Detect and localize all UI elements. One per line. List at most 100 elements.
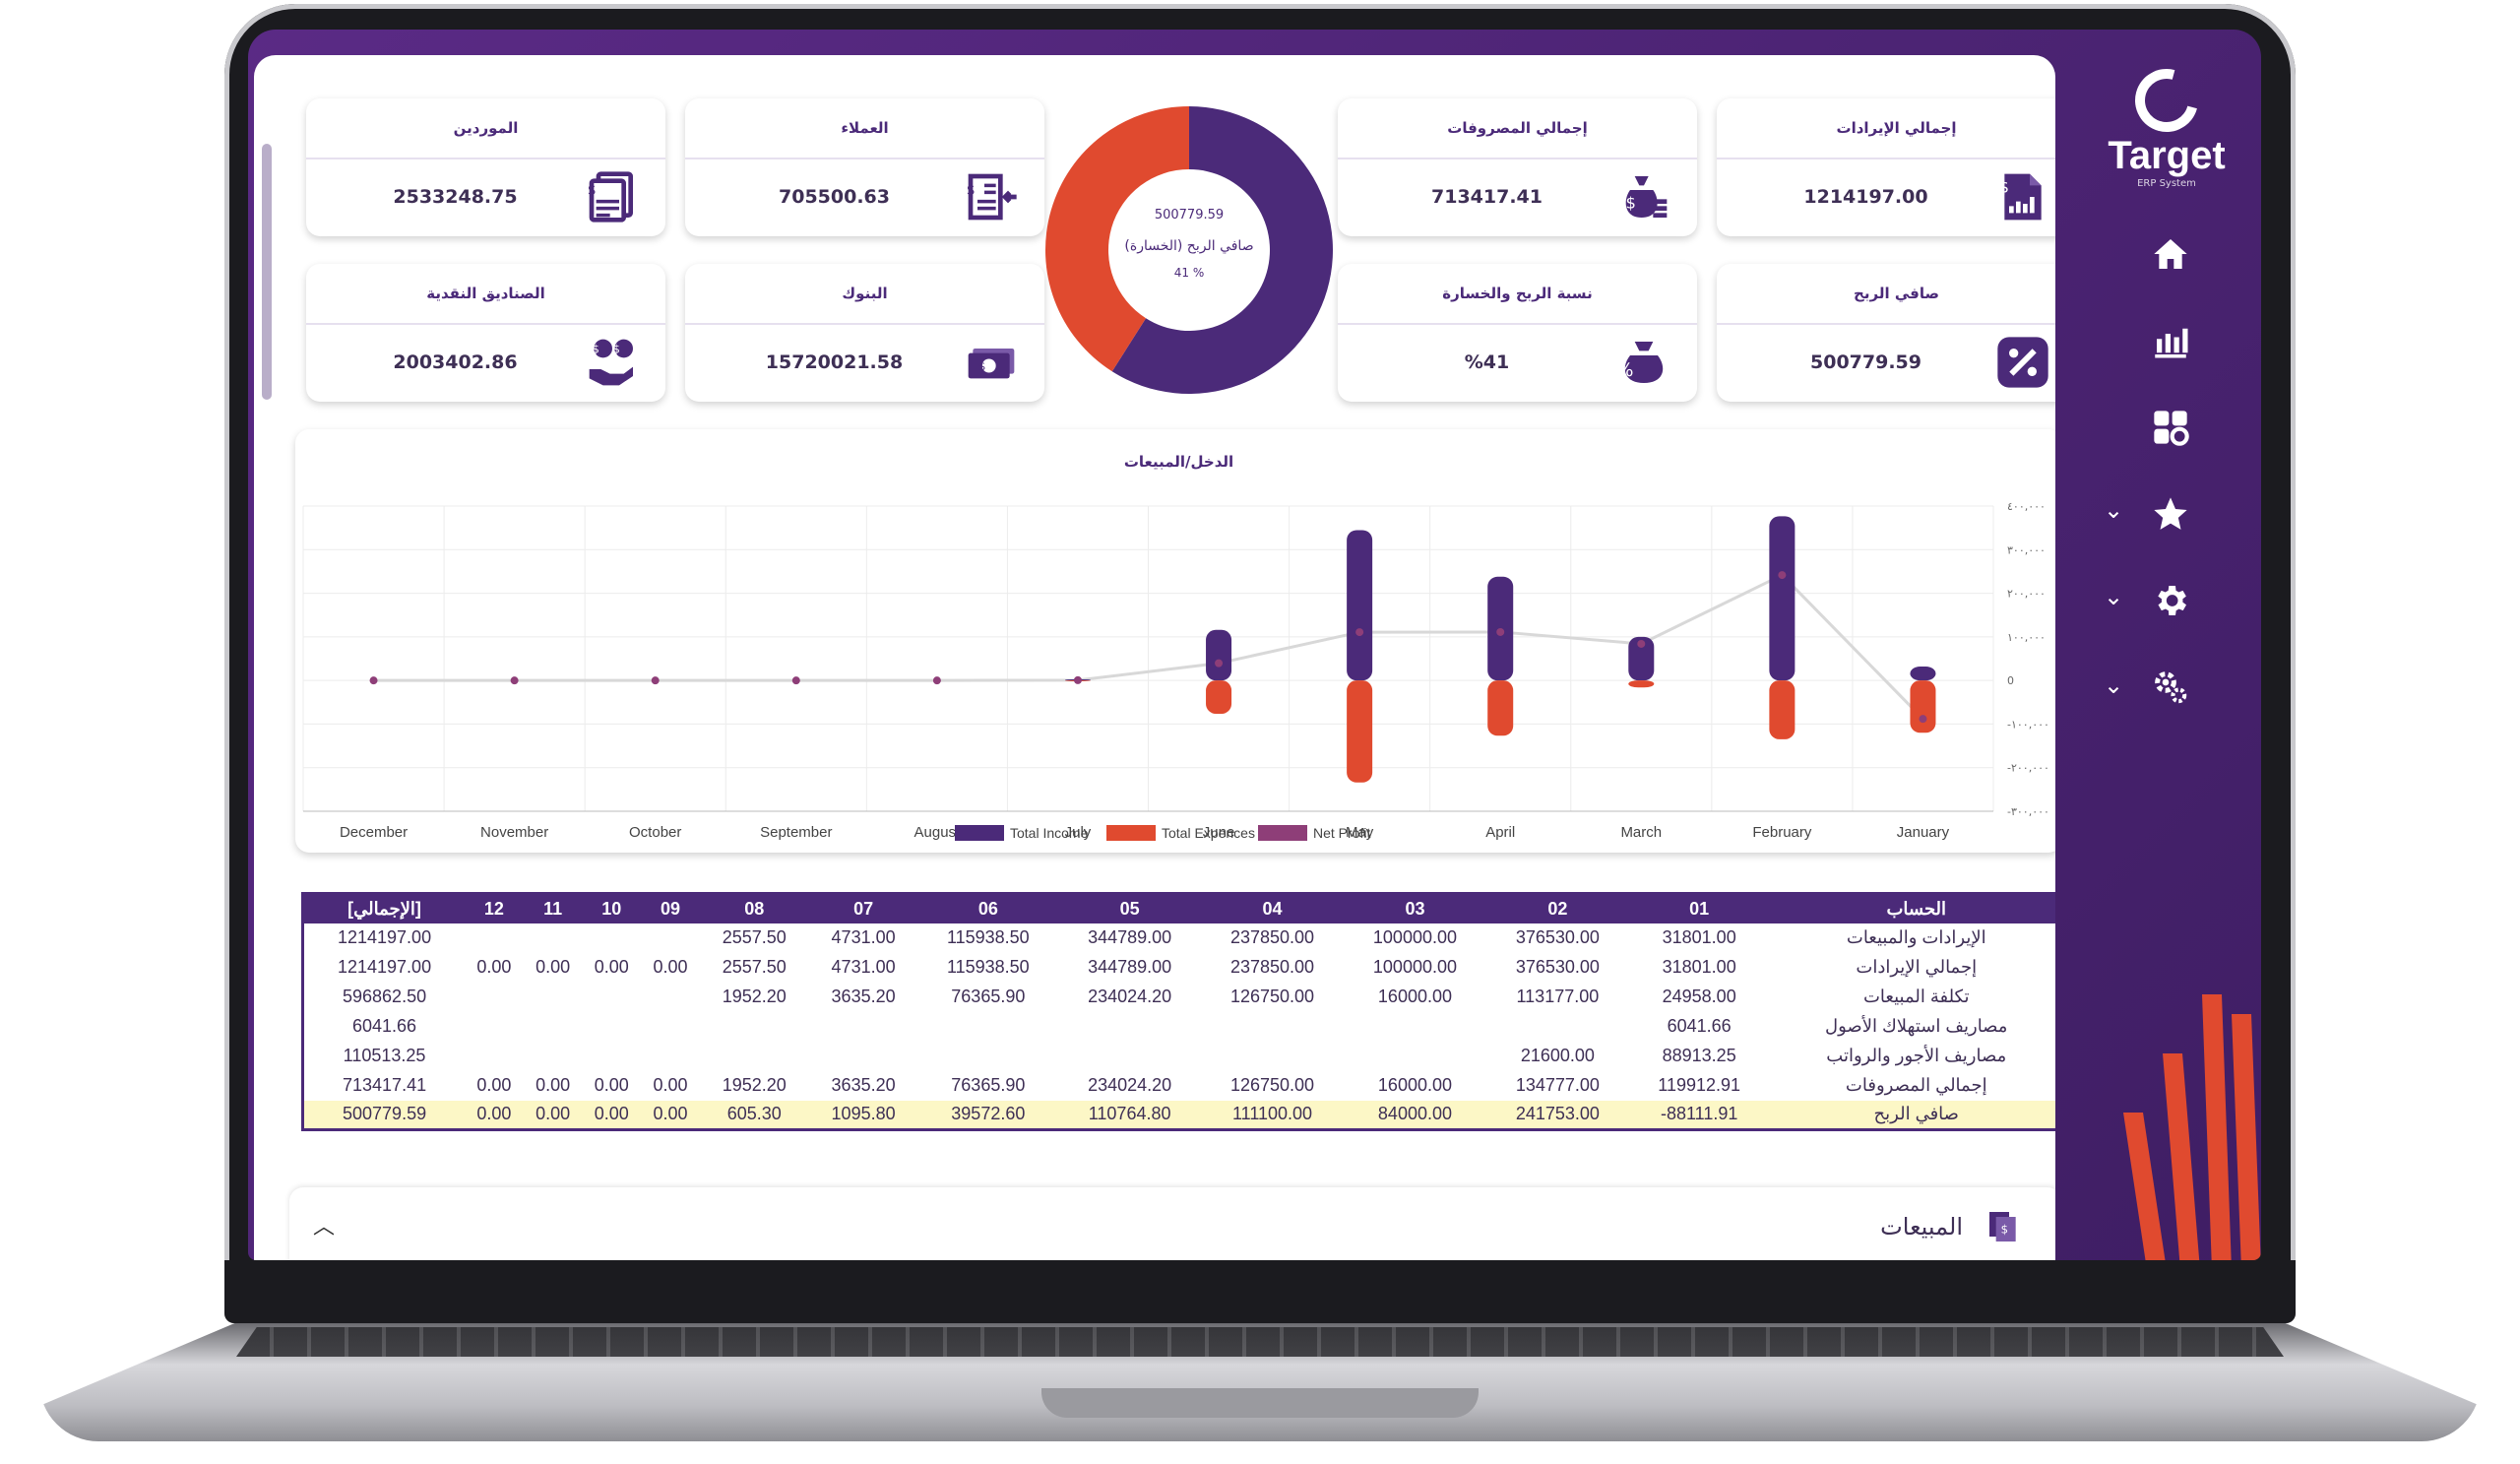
donut-label: صافي الربح (الخسارة)	[1124, 238, 1254, 254]
table-header-cell: 04	[1201, 893, 1344, 923]
net-profit-line	[373, 573, 1924, 721]
card-title: صافي الربح	[1717, 264, 2055, 325]
card-profit-ratio[interactable]: نسبة الربح والخسارة % %41	[1338, 264, 1697, 402]
amount-cell: 4731.00	[831, 927, 896, 947]
legend-label: Total Expences	[1162, 825, 1255, 841]
amount-cell: 605.30	[699, 1100, 809, 1130]
card-suppliers[interactable]: الموردين $ 2533248.75	[306, 98, 665, 236]
amount-cell	[582, 923, 641, 953]
amount-cell: 110764.80	[1058, 1100, 1202, 1130]
amount-cell: 0.00	[476, 1075, 512, 1095]
card-customers[interactable]: العملاء $ 705500.63	[685, 98, 1044, 236]
y-tick-label: -٢٠٠,٠٠٠	[2007, 762, 2049, 775]
table-row[interactable]: إجمالي الإيرادات 31801.00 376530.00 100000.…	[303, 953, 2056, 983]
star-icon[interactable]	[2143, 486, 2198, 541]
amount-cell	[582, 1012, 641, 1042]
favorites-chevron-icon[interactable]: ⌄	[2104, 496, 2124, 524]
settings-chevron-icon[interactable]: ⌄	[2104, 583, 2124, 610]
table-row[interactable]: إجمالي المصروفات 119912.91 134777.00 16000.…	[303, 1071, 2056, 1101]
amount-cell	[700, 1042, 809, 1071]
collapse-chevron-icon[interactable]: ︿	[313, 1215, 336, 1240]
table-row[interactable]: الإيرادات والمبيعات 31801.00 376530.00 1000…	[303, 923, 2056, 953]
x-tick-label: July	[1065, 824, 1092, 841]
table-header-cell: 08	[699, 893, 809, 923]
amount-cell: 500779.59	[302, 1100, 466, 1130]
profit-donut-chart[interactable]	[1041, 102, 1337, 398]
amount-cell: 16000.00	[1377, 1075, 1452, 1095]
net-profit-point	[791, 676, 800, 685]
svg-text:$: $	[1999, 177, 2009, 196]
table-row[interactable]: مصاريف الأجور والرواتب 88913.25 21600.00 11…	[303, 1042, 2056, 1071]
card-title: الموردين	[306, 98, 665, 159]
card-revenue-total[interactable]: إجمالي الإيرادات $ 1214197.00	[1717, 98, 2055, 236]
gears-icon[interactable]	[2143, 660, 2198, 715]
card-title: إجمالي الإيرادات	[1717, 98, 2055, 159]
y-tick-label: -٣٠٠,٠٠٠	[2007, 805, 2049, 818]
account-cell: مصاريف استهلاك الأصول	[1825, 1016, 2008, 1036]
cash-icon: $	[968, 349, 1015, 379]
app-logo[interactable]: Target ERP System	[2088, 57, 2245, 189]
card-value: 500779.59	[1810, 351, 1922, 373]
income-bar-chart[interactable]: ٤٠٠,٠٠٠ ٣٠٠,٠٠٠ ٢٠٠,٠٠٠ ١٠٠,٠٠٠ 0 -١٠٠,٠٠٠ -٢٠…	[295, 429, 2055, 853]
amount-cell	[582, 1042, 641, 1071]
x-tick-label: September	[760, 824, 832, 841]
screen: Target ERP System ⌄ ⌄ ⌄	[248, 30, 2261, 1260]
system-chevron-icon[interactable]: ⌄	[2104, 671, 2124, 699]
amount-cell	[465, 983, 524, 1012]
donut-center: 500779.59 صافي الربح (الخسارة) 41 %	[1091, 208, 1288, 280]
account-cell: تكلفة المبيعات	[1862, 987, 1970, 1006]
dashboard-icon[interactable]	[2143, 400, 2198, 455]
amount-cell	[641, 923, 700, 953]
card-expenses-total[interactable]: إجمالي المصروفات $ 713417.41	[1338, 98, 1697, 236]
table-header-cell: 02	[1485, 893, 1629, 923]
net-profit-point	[651, 676, 660, 685]
svg-text:$: $	[2001, 1223, 2008, 1237]
bar-total-income	[1347, 530, 1373, 681]
table-header-cell: [الإجمالي]	[302, 893, 466, 923]
scrollbar[interactable]	[262, 144, 272, 400]
svg-text:$: $	[978, 359, 985, 373]
amount-cell: 4731.00	[831, 957, 896, 977]
money-bag-icon: $	[1625, 176, 1668, 218]
card-banks[interactable]: البنوك $ 15720021.58	[685, 264, 1044, 402]
sales-title: المبيعات	[1880, 1213, 1963, 1241]
amount-cell: 111100.00	[1201, 1100, 1344, 1130]
percent-icon	[1997, 337, 2048, 388]
legend-swatch	[1258, 825, 1307, 841]
reports-icon[interactable]	[2143, 313, 2198, 368]
card-net-profit[interactable]: صافي الربح 500779.59	[1717, 264, 2055, 402]
legend-swatch	[955, 825, 1004, 841]
net-profit-point	[1496, 627, 1505, 636]
x-tick-label: May	[1346, 824, 1374, 841]
gear-icon[interactable]	[2143, 573, 2198, 628]
bar-total-expences	[1347, 680, 1373, 783]
card-value: 705500.63	[779, 186, 890, 208]
sales-section[interactable]: $ المبيعات ︿	[289, 1187, 2055, 1260]
table-body: الإيرادات والمبيعات 31801.00 376530.00 1000…	[302, 923, 2056, 1130]
amount-cell: 3635.20	[831, 1075, 896, 1095]
table-row[interactable]: مصاريف استهلاك الأصول 6041.66 6041.66	[303, 1012, 2056, 1042]
amount-cell: 21600.00	[1520, 1046, 1595, 1065]
x-tick-label: January	[1897, 824, 1950, 841]
amount-cell: 344789.00	[1088, 957, 1172, 977]
card-cash-boxes[interactable]: الصناديق النقدية $ $ 2003402.86	[306, 264, 665, 402]
amount-cell: 0.00	[594, 1075, 629, 1095]
legend-swatch	[1106, 825, 1156, 841]
x-tick-label: April	[1485, 824, 1515, 841]
amount-cell	[1201, 1042, 1344, 1071]
card-title: نسبة الربح والخسارة	[1338, 264, 1697, 325]
account-cell: إجمالي الإيرادات	[1856, 957, 1978, 977]
x-tick-label: October	[629, 824, 681, 841]
table-row[interactable]: صافي الربح 88111.91- 241753.00 84000.00 1111…	[302, 1100, 2055, 1130]
amount-cell: 0.00	[536, 1075, 571, 1095]
donut-percent: 41 %	[1173, 266, 1205, 280]
amount-cell: 119912.91	[1658, 1075, 1741, 1095]
table-header-cell: 07	[808, 893, 918, 923]
amount-cell	[641, 1012, 700, 1042]
amount-cell	[524, 923, 583, 953]
amount-cell	[465, 1012, 524, 1042]
income-chart-card: الدخل/المبيعات ٤٠٠,٠٠٠ ٣٠٠,٠٠٠ ٢٠٠,٠٠٠ ١٠٠,…	[295, 429, 2055, 853]
table-row[interactable]: تكلفة المبيعات 24958.00 113177.00 16000.00 1…	[303, 983, 2056, 1012]
home-icon[interactable]	[2143, 226, 2198, 282]
amount-cell: 115938.50	[946, 927, 1030, 947]
